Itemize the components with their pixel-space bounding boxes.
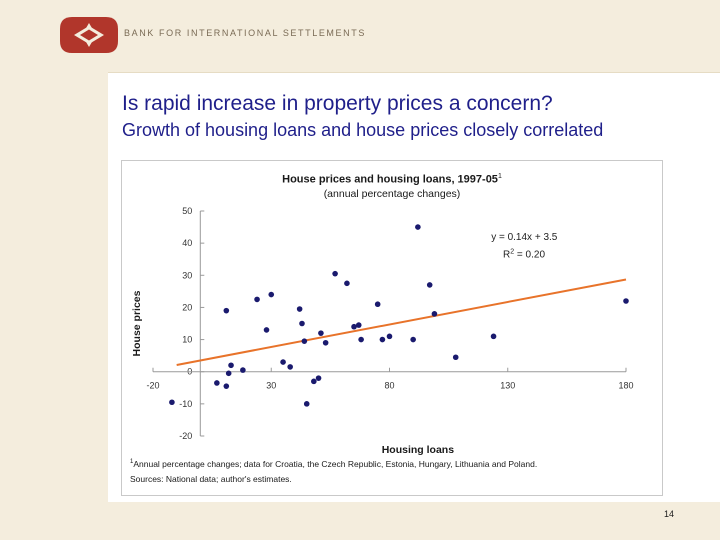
- data-point: [490, 333, 497, 340]
- data-point: [296, 306, 303, 312]
- bottom-band: [0, 502, 720, 540]
- data-point: [332, 270, 338, 277]
- footnote-text: Annual percentage changes; data for Croa…: [133, 459, 538, 469]
- data-point: [287, 364, 293, 370]
- chart-title-footnote-mark: 1: [497, 173, 502, 180]
- data-point: [301, 338, 308, 344]
- y-tick-label: 40: [182, 238, 192, 248]
- org-name: BANK FOR INTERNATIONAL SETTLEMENTS: [124, 28, 366, 38]
- data-point: [452, 354, 459, 361]
- data-point: [379, 336, 386, 343]
- y-tick-label: -20: [179, 431, 192, 441]
- trendline-equation: y = 0.14x + 3.5: [491, 232, 558, 243]
- x-tick-label: 130: [500, 381, 515, 391]
- data-point: [315, 375, 322, 381]
- data-point: [410, 336, 416, 343]
- data-point: [351, 323, 357, 330]
- data-point: [254, 296, 260, 303]
- data-point: [386, 333, 393, 340]
- header-band: BANK FOR INTERNATIONAL SETTLEMENTS: [0, 0, 720, 73]
- data-point: [358, 336, 364, 343]
- x-tick-label: 30: [266, 381, 276, 391]
- chart-title-text: House prices and housing loans, 1997-05: [282, 173, 498, 186]
- x-tick-label: 80: [384, 381, 394, 391]
- data-point: [223, 307, 230, 314]
- data-point: [322, 339, 329, 346]
- chart-title: House prices and housing loans, 1997-051: [122, 173, 662, 186]
- data-point: [311, 378, 317, 385]
- chart-subtitle: (annual percentage changes): [323, 188, 461, 200]
- slide-title: Is rapid increase in property prices a c…: [122, 92, 553, 115]
- data-point: [228, 362, 234, 369]
- data-point: [214, 380, 220, 386]
- data-point: [280, 359, 286, 365]
- slide-subtitle: Growth of housing loans and house prices…: [122, 120, 604, 140]
- y-axis-label: House prices: [131, 290, 143, 356]
- chart-frame: House prices and housing loans, 1997-051…: [121, 160, 663, 496]
- data-point: [299, 320, 305, 327]
- data-point: [374, 301, 381, 308]
- trendline-r-squared: R2 = 0.20: [503, 249, 545, 261]
- data-point: [263, 327, 270, 333]
- data-point: [426, 282, 433, 288]
- trendline: [176, 278, 627, 366]
- page-number: 14: [664, 509, 675, 519]
- data-point: [240, 367, 246, 373]
- chart-footnote: 1Annual percentage changes; data for Cro…: [130, 459, 537, 469]
- y-tick-label: 30: [182, 270, 192, 280]
- x-tick-label: 180: [618, 381, 633, 391]
- data-point: [318, 330, 324, 336]
- y-tick-label: 20: [182, 302, 192, 312]
- data-point: [303, 401, 310, 407]
- y-tick-label: 10: [182, 335, 192, 345]
- side-band: [0, 72, 108, 540]
- footnote-mark: 1: [130, 459, 134, 466]
- data-point: [344, 280, 350, 287]
- data-point: [268, 291, 275, 298]
- chart-sources: Sources: National data; author's estimat…: [130, 474, 292, 484]
- data-point: [225, 370, 232, 377]
- data-point: [169, 399, 175, 406]
- data-point: [431, 311, 438, 317]
- y-tick-label: -10: [179, 399, 192, 409]
- data-point: [623, 298, 629, 304]
- y-tick-label: 50: [182, 206, 192, 216]
- data-point: [415, 224, 421, 230]
- x-axis-label: Housing loans: [382, 444, 454, 456]
- x-tick-label: -20: [146, 381, 159, 391]
- data-point: [223, 383, 230, 389]
- bis-logo-icon: [60, 17, 118, 53]
- data-point: [355, 322, 362, 328]
